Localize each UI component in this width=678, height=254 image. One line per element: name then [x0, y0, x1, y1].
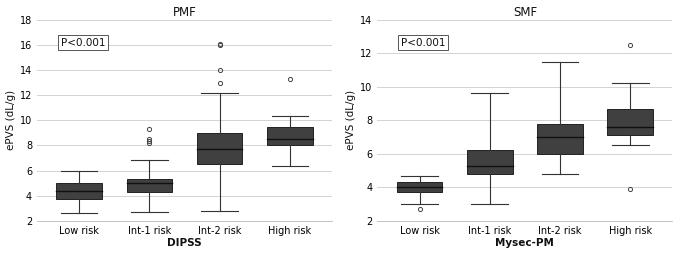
Bar: [56, 183, 102, 199]
Text: P<0.001: P<0.001: [60, 38, 105, 48]
Bar: [467, 150, 513, 174]
X-axis label: Mysec-PM: Mysec-PM: [496, 239, 555, 248]
Bar: [397, 182, 442, 192]
Bar: [537, 124, 583, 154]
Bar: [197, 133, 243, 164]
X-axis label: DIPSS: DIPSS: [167, 239, 202, 248]
Text: P<0.001: P<0.001: [401, 38, 445, 48]
Bar: [267, 126, 313, 145]
Y-axis label: ePVS (dL/g): ePVS (dL/g): [5, 90, 16, 150]
Bar: [607, 108, 653, 135]
Bar: [127, 179, 172, 192]
Y-axis label: ePVS (dL/g): ePVS (dL/g): [346, 90, 356, 150]
Title: SMF: SMF: [513, 6, 537, 19]
Title: PMF: PMF: [173, 6, 197, 19]
